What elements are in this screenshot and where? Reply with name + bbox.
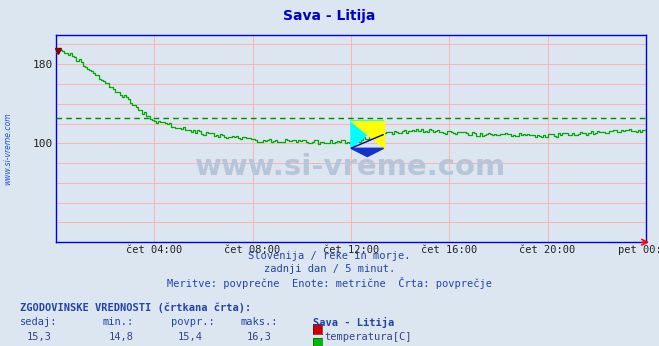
Text: www.si-vreme.com: www.si-vreme.com	[195, 154, 507, 181]
Text: min.:: min.:	[102, 317, 133, 327]
Text: zadnji dan / 5 minut.: zadnji dan / 5 minut.	[264, 264, 395, 274]
Text: 15,3: 15,3	[26, 332, 51, 342]
Polygon shape	[351, 121, 384, 148]
Text: 14,8: 14,8	[109, 332, 134, 342]
Text: sedaj:: sedaj:	[20, 317, 57, 327]
Text: Sava - Litija: Sava - Litija	[313, 317, 394, 328]
Text: 15,4: 15,4	[178, 332, 203, 342]
Text: Meritve: povprečne  Enote: metrične  Črta: povprečje: Meritve: povprečne Enote: metrične Črta:…	[167, 277, 492, 289]
Text: povpr.:: povpr.:	[171, 317, 215, 327]
Text: ZGODOVINSKE VREDNOSTI (črtkana črta):: ZGODOVINSKE VREDNOSTI (črtkana črta):	[20, 303, 251, 313]
Text: Sava - Litija: Sava - Litija	[283, 9, 376, 22]
Text: temperatura[C]: temperatura[C]	[325, 332, 413, 342]
Text: Slovenija / reke in morje.: Slovenija / reke in morje.	[248, 251, 411, 261]
Polygon shape	[351, 135, 384, 148]
Text: www.si-vreme.com: www.si-vreme.com	[3, 112, 13, 185]
Text: 16,3: 16,3	[247, 332, 272, 342]
Polygon shape	[351, 121, 384, 148]
Polygon shape	[351, 148, 384, 157]
Text: maks.:: maks.:	[241, 317, 278, 327]
